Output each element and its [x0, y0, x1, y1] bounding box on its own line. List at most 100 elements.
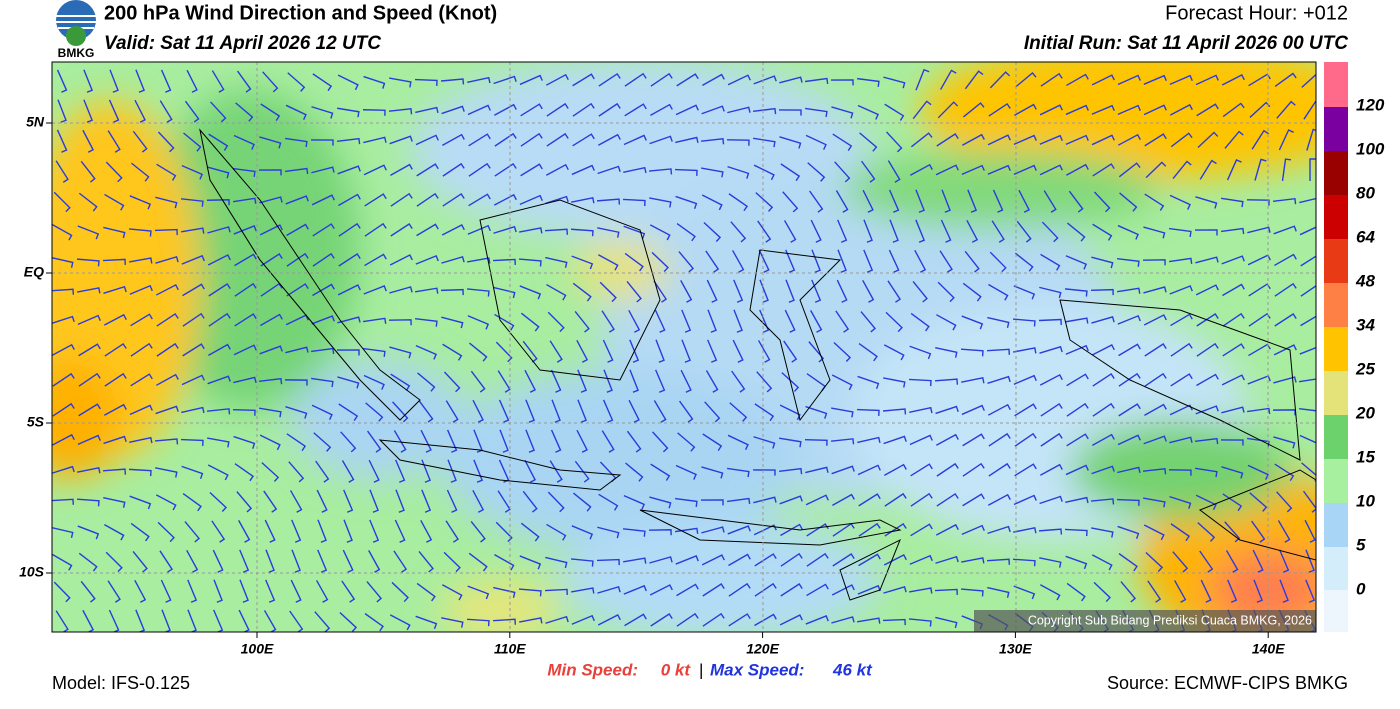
wind-barb — [291, 549, 301, 573]
wind-barb — [908, 378, 932, 387]
wind-barb — [1066, 433, 1089, 447]
wind-barb — [1012, 558, 1036, 567]
wind-barb — [102, 258, 126, 265]
wind-barb — [1039, 104, 1063, 116]
wind-barb — [649, 197, 672, 208]
wind-barb — [159, 550, 174, 573]
wind-barb — [757, 220, 772, 243]
wind-barb — [649, 135, 673, 145]
wind-barb — [368, 459, 380, 483]
wind-barb — [1169, 194, 1191, 210]
wind-barb — [754, 553, 777, 567]
wind-barb — [571, 614, 595, 625]
wind-barb — [311, 347, 335, 355]
wind-barb — [601, 310, 615, 333]
wind-barb — [181, 227, 205, 234]
wind-barb — [103, 497, 126, 508]
wind-barb — [261, 462, 280, 482]
wind-barb — [830, 438, 855, 445]
wind-barb — [1195, 196, 1218, 209]
wind-barb — [208, 283, 231, 297]
wind-barb — [211, 520, 226, 543]
wind-barb — [1014, 252, 1034, 272]
wind-barb — [160, 579, 172, 603]
wind-barb — [497, 370, 511, 393]
wind-barb — [678, 400, 694, 423]
wind-barb — [704, 401, 721, 423]
wind-barb — [757, 340, 771, 363]
wind-barb — [966, 219, 979, 243]
wind-barb — [1012, 318, 1036, 327]
wind-barb — [727, 497, 751, 505]
wind-barb — [366, 581, 383, 603]
wind-barb — [181, 254, 205, 265]
wind-barb — [1142, 259, 1166, 266]
wind-barb — [935, 616, 958, 629]
wind-barb — [343, 519, 353, 543]
wind-barb — [441, 256, 465, 264]
wind-barb — [492, 618, 517, 625]
wind-barb — [1039, 286, 1062, 299]
wind-barb — [1118, 553, 1138, 572]
wind-barb — [130, 522, 150, 542]
wind-barb — [1299, 378, 1316, 383]
wind-barb — [495, 521, 513, 543]
wind-barb — [707, 339, 718, 363]
wind-barb — [260, 103, 281, 121]
wind-barb — [987, 493, 1011, 506]
wind-barb — [420, 519, 433, 543]
wind-barb — [369, 519, 380, 543]
wind-barb — [623, 225, 646, 240]
wind-barb — [753, 524, 777, 536]
wind-barb — [961, 315, 984, 330]
map-frame — [51, 61, 1317, 633]
wind-barb — [753, 496, 777, 504]
wind-barb — [289, 490, 303, 513]
wind-barb — [885, 311, 903, 333]
wind-barb — [312, 73, 333, 92]
wind-barb — [987, 316, 1010, 328]
wind-barb — [935, 347, 958, 358]
wind-barb — [285, 406, 308, 419]
wind-barb — [781, 372, 800, 392]
wind-barb — [104, 524, 125, 541]
wind-barb — [915, 68, 930, 91]
wind-barb — [675, 104, 699, 116]
wind-barb — [52, 288, 75, 295]
wind-barb — [52, 343, 75, 356]
wind-barb — [1299, 197, 1316, 204]
wind-barb — [56, 129, 68, 153]
wind-barb — [337, 376, 360, 389]
wind-barb — [571, 255, 594, 270]
wind-barb — [1013, 164, 1037, 176]
wind-barb — [989, 251, 1007, 273]
wind-barb — [754, 613, 777, 627]
wind-barb — [364, 253, 387, 267]
wind-barb — [1040, 72, 1063, 87]
wind-barb — [445, 400, 459, 423]
wind-barb — [77, 525, 100, 540]
wind-barb — [1172, 551, 1189, 573]
lat-label: 5N — [26, 114, 45, 130]
wind-barb — [732, 250, 745, 273]
wind-barb — [752, 107, 777, 115]
wind-barb — [1195, 467, 1218, 478]
wind-barb — [571, 164, 595, 176]
colorbar-label: 5 — [1356, 535, 1366, 554]
wind-barb — [655, 339, 665, 363]
wind-barb — [833, 341, 852, 362]
wind-barb — [1222, 343, 1245, 357]
wind-barb — [650, 103, 673, 116]
min-speed-value: 0 kt — [661, 660, 692, 679]
wind-barb — [415, 254, 439, 265]
wind-barb — [888, 249, 900, 273]
wind-barb — [80, 160, 96, 183]
wind-barb — [805, 466, 829, 474]
wind-barb — [208, 343, 231, 357]
wind-barb — [420, 429, 432, 453]
wind-barb — [157, 521, 175, 543]
wind-barb — [392, 401, 409, 423]
wind-barb — [233, 344, 257, 356]
wind-barb — [1300, 285, 1316, 297]
wind-barb — [909, 406, 933, 414]
